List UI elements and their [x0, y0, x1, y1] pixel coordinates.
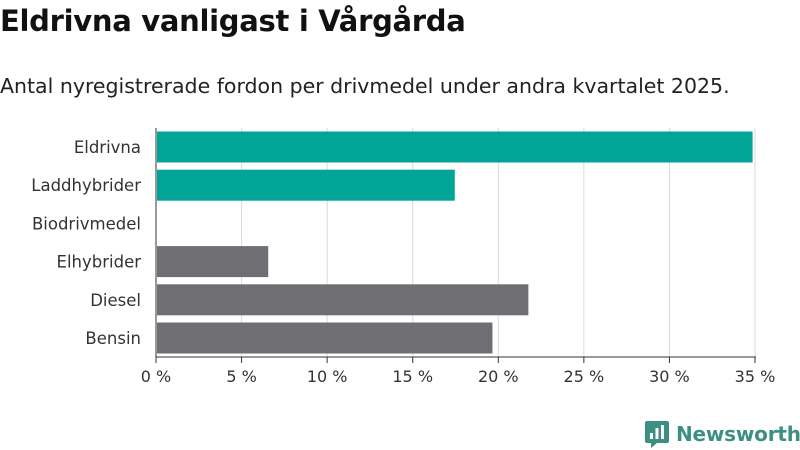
brand-logo: Newsworthy: [644, 419, 800, 449]
x-tick-label: 10 %: [307, 367, 348, 386]
category-label: Eldrivna: [74, 138, 141, 157]
category-label: Diesel: [90, 291, 141, 310]
x-tick-label: 35 %: [735, 367, 776, 386]
x-tick-label: 30 %: [649, 367, 690, 386]
x-tick-label: 5 %: [226, 367, 256, 386]
x-tick-label: 25 %: [564, 367, 605, 386]
newsworthy-icon: [645, 421, 669, 448]
bar: [157, 322, 493, 354]
x-tick-label: 15 %: [392, 367, 433, 386]
bar: [157, 131, 753, 163]
x-tick-label: 20 %: [478, 367, 519, 386]
category-label: Elhybrider: [57, 253, 142, 272]
brand-name: Newsworthy: [676, 422, 800, 446]
category-label: Biodrivmedel: [32, 214, 141, 233]
bar: [157, 246, 269, 278]
category-label: Bensin: [85, 329, 141, 348]
bar: [157, 169, 455, 201]
bar: [157, 284, 529, 316]
x-tick-label: 0 %: [141, 367, 171, 386]
category-label: Laddhybrider: [31, 176, 141, 195]
chart-subtitle: Antal nyregistrerade fordon per drivmede…: [0, 74, 730, 98]
chart-title: Eldrivna vanligast i Vårgårda: [0, 4, 466, 38]
